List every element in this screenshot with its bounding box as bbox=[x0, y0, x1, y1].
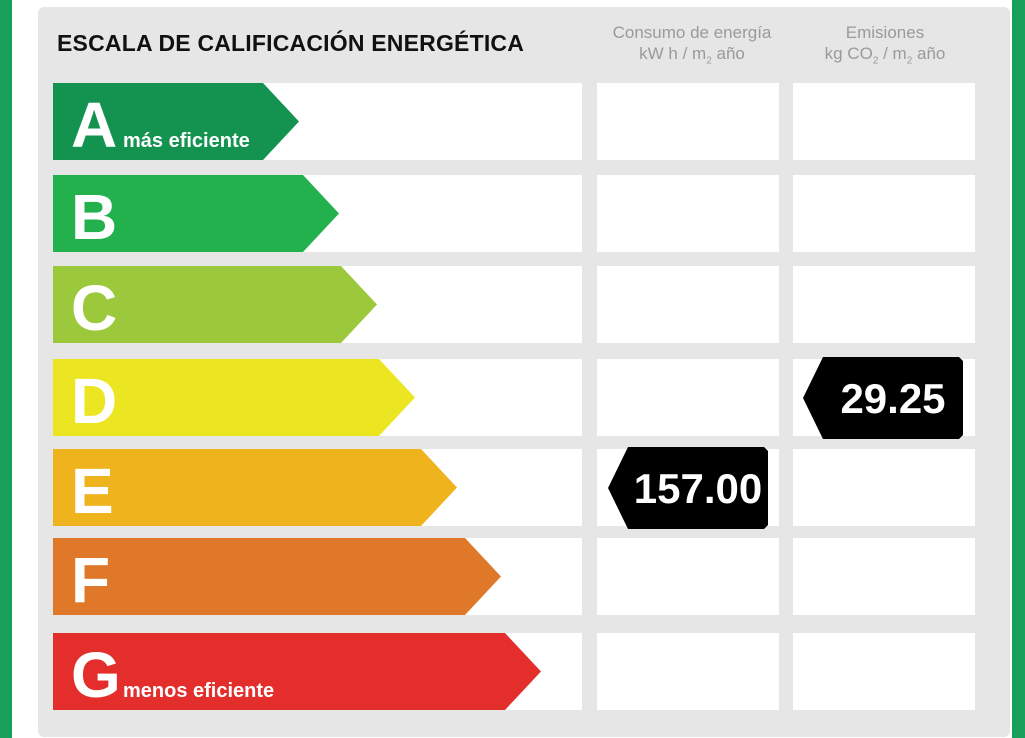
consumo-column-header: Consumo de energía kW h / m2 año bbox=[597, 22, 787, 71]
cell-emisiones-e bbox=[793, 449, 975, 526]
rating-pointer-emisiones bbox=[803, 357, 963, 439]
cell-consumo-c bbox=[597, 266, 779, 343]
class-letter-c: C bbox=[71, 272, 117, 344]
rating-value-consumo: 157.00 bbox=[634, 465, 762, 512]
cell-consumo-g bbox=[597, 633, 779, 710]
emisiones-header-unit: kg CO2 / m2 año bbox=[824, 44, 946, 67]
scale-title: ESCALA DE CALIFICACIÓN ENERGÉTICA bbox=[57, 30, 525, 56]
cell-emisiones-f bbox=[793, 538, 975, 615]
class-letter-b: B bbox=[71, 181, 117, 253]
cell-consumo-d bbox=[597, 359, 779, 436]
cell-consumo-f bbox=[597, 538, 779, 615]
class-bar-c bbox=[53, 266, 377, 343]
cell-emisiones-g bbox=[793, 633, 975, 710]
cell-emisiones-b bbox=[793, 175, 975, 252]
rating-pointer-consumo bbox=[608, 447, 768, 529]
cell-emisiones-c bbox=[793, 266, 975, 343]
class-letter-f: F bbox=[71, 544, 110, 616]
consumo-header-unit: kW h / m2 año bbox=[639, 44, 745, 67]
class-bar-b bbox=[53, 175, 339, 252]
class-letter-a: A bbox=[71, 89, 117, 161]
class-sublabel-g: menos eficiente bbox=[123, 680, 274, 702]
class-letter-d: D bbox=[71, 365, 117, 437]
class-letter-e: E bbox=[71, 455, 114, 527]
emisiones-header-label: Emisiones bbox=[845, 23, 925, 42]
class-bar-f bbox=[53, 538, 501, 615]
rating-value-emisiones: 29.25 bbox=[840, 375, 945, 422]
class-letter-g: G bbox=[71, 639, 121, 711]
cell-emisiones-a bbox=[793, 83, 975, 160]
class-bar-d bbox=[53, 359, 415, 436]
class-bar-a bbox=[53, 83, 299, 160]
class-bar-g bbox=[53, 633, 541, 710]
consumo-header-label: Consumo de energía bbox=[612, 23, 772, 42]
cell-consumo-a bbox=[597, 83, 779, 160]
emisiones-column-header: Emisiones kg CO2 / m2 año bbox=[790, 22, 980, 71]
cell-consumo-b bbox=[597, 175, 779, 252]
class-sublabel-a: más eficiente bbox=[123, 130, 250, 152]
class-bar-e bbox=[53, 449, 457, 526]
